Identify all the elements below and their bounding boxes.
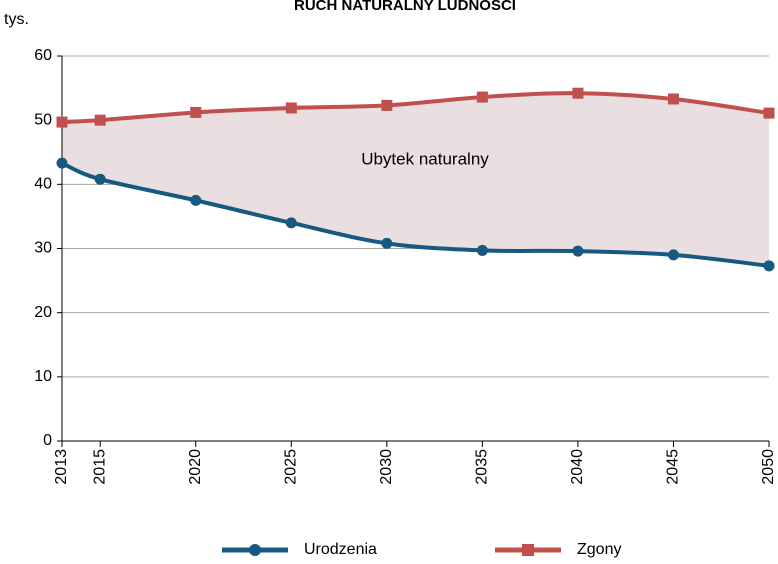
y-tick-label: 30 — [34, 240, 52, 257]
point — [56, 116, 68, 128]
x-tick-label: 2045 — [665, 449, 682, 485]
chart-title: RUCH NATURALNY LUDNOŚCI — [294, 0, 516, 14]
point — [381, 237, 393, 249]
point — [94, 173, 106, 185]
x-tick-label: 2020 — [187, 449, 204, 485]
point — [190, 194, 202, 206]
y-tick-label: 10 — [34, 368, 52, 385]
point — [476, 91, 488, 103]
annotation: Ubytek naturalny — [361, 149, 489, 168]
point — [94, 114, 106, 126]
y-tick-label: 60 — [34, 47, 52, 64]
point — [763, 107, 775, 119]
point — [667, 249, 679, 261]
legend-marker — [249, 544, 261, 556]
point — [190, 106, 202, 118]
x-tick-label: 2040 — [569, 449, 586, 485]
y-tick-label: 40 — [34, 176, 52, 193]
point — [763, 260, 775, 272]
x-tick-label: 2015 — [91, 449, 108, 485]
x-tick-label: 2035 — [474, 449, 491, 485]
x-tick-label: 2025 — [283, 449, 300, 485]
legend-marker — [522, 544, 534, 556]
y-tick-label: 50 — [34, 111, 52, 128]
point — [56, 157, 68, 169]
legend-label: Zgony — [577, 541, 621, 558]
x-tick-label: 2030 — [378, 449, 395, 485]
x-tick-label: 2013 — [53, 449, 70, 485]
gap-area — [62, 93, 769, 266]
point — [381, 99, 393, 111]
point — [285, 217, 297, 229]
legend-label: Urodzenia — [304, 541, 377, 558]
point — [572, 245, 584, 257]
y-tick-label: 0 — [43, 432, 52, 449]
x-tick-label: 2050 — [760, 449, 777, 485]
y-tick-label: 20 — [34, 304, 52, 321]
point — [476, 244, 488, 256]
point — [285, 102, 297, 114]
point — [572, 87, 584, 99]
fill-layer — [62, 93, 769, 266]
y-axis-unit: tys. — [4, 11, 29, 28]
point — [667, 93, 679, 105]
